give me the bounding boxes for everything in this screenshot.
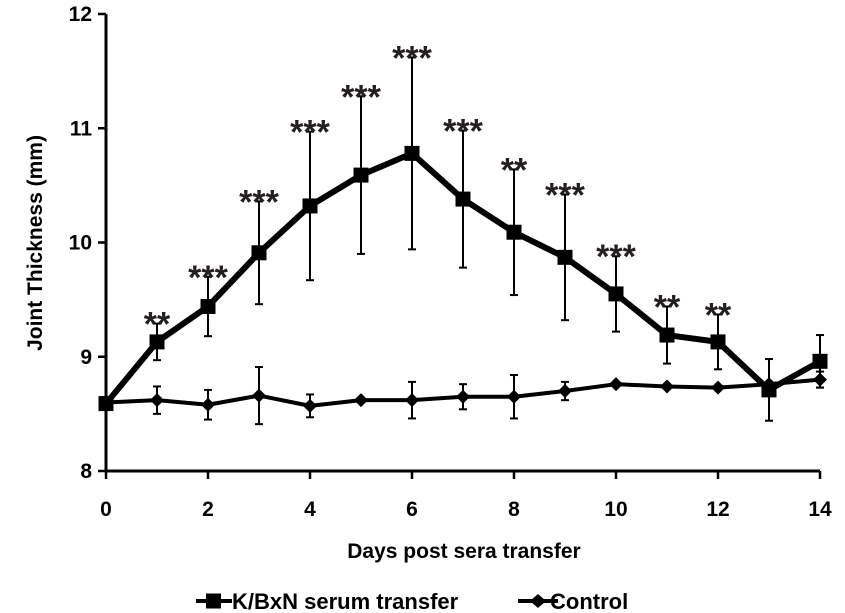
y-tick-label: 10 (69, 232, 92, 255)
point-kbxn (506, 224, 522, 240)
ticks: 8 9 10 11 12 0 2 4 6 8 10 12 14 (69, 3, 832, 521)
point-kbxn (710, 334, 726, 350)
point-kbxn (455, 191, 471, 207)
point-control (252, 388, 266, 403)
legend-item-kbxn: K/BxN serum transfer (196, 589, 459, 613)
point-control (354, 393, 368, 408)
significance-label: ** (705, 296, 732, 334)
point-kbxn (302, 198, 318, 214)
point-control (558, 384, 572, 399)
significance-label: *** (290, 114, 330, 152)
x-tick-label: 0 (100, 498, 112, 521)
significance-label: *** (596, 238, 636, 276)
point-control (456, 389, 470, 404)
legend-item-control: Control (518, 589, 628, 613)
significance-label: *** (341, 78, 381, 116)
x-tick-label: 2 (202, 498, 214, 521)
point-control (150, 393, 164, 408)
significance-label: *** (239, 183, 279, 221)
point-control (99, 395, 113, 410)
significance-label: ** (501, 151, 528, 189)
point-control (660, 379, 674, 394)
point-control (609, 377, 623, 392)
point-control (201, 397, 215, 412)
point-kbxn (557, 249, 573, 265)
point-kbxn (608, 286, 624, 302)
y-axis-title: Joint Thickness (mm) (24, 135, 47, 351)
significance-label: *** (545, 177, 585, 215)
x-tick-label: 8 (508, 498, 520, 521)
significance-annotations: ****************************** ** (144, 39, 732, 343)
legend: K/BxN serum transfer Control (196, 589, 628, 613)
x-axis-title: Days post sera transfer (347, 540, 580, 563)
x-tick-label: 6 (406, 498, 418, 521)
point-kbxn (812, 353, 828, 369)
y-tick-label: 8 (80, 460, 92, 483)
significance-label: *** (392, 39, 432, 77)
significance-label: *** (188, 259, 228, 297)
legend-label-kbxn: K/BxN serum transfer (232, 589, 459, 613)
significance-label: ** (144, 306, 171, 344)
y-tick-label: 11 (70, 117, 93, 140)
point-kbxn (251, 245, 267, 261)
point-kbxn (404, 145, 420, 161)
error-bars (153, 56, 824, 426)
x-tick-label: 12 (706, 498, 729, 521)
significance-label: *** (443, 113, 483, 151)
x-tick-label: 14 (808, 498, 832, 521)
point-control (711, 380, 725, 395)
point-control (762, 377, 776, 392)
significance-label: ** (654, 288, 681, 326)
point-control (813, 372, 827, 387)
legend-square-marker-icon (206, 593, 221, 609)
point-kbxn (200, 298, 216, 314)
point-control (405, 393, 419, 408)
point-kbxn (353, 167, 369, 183)
point-control (303, 398, 317, 413)
y-tick-label: 12 (69, 3, 92, 26)
data-points (98, 145, 828, 413)
point-kbxn (149, 334, 165, 350)
y-tick-label: 9 (80, 346, 92, 369)
x-tick-label: 4 (304, 498, 316, 521)
legend-label-control: Control (550, 589, 628, 613)
legend-diamond-marker-icon (530, 594, 546, 608)
point-control (507, 389, 521, 404)
point-kbxn (659, 327, 675, 343)
x-tick-label: 10 (604, 498, 627, 521)
